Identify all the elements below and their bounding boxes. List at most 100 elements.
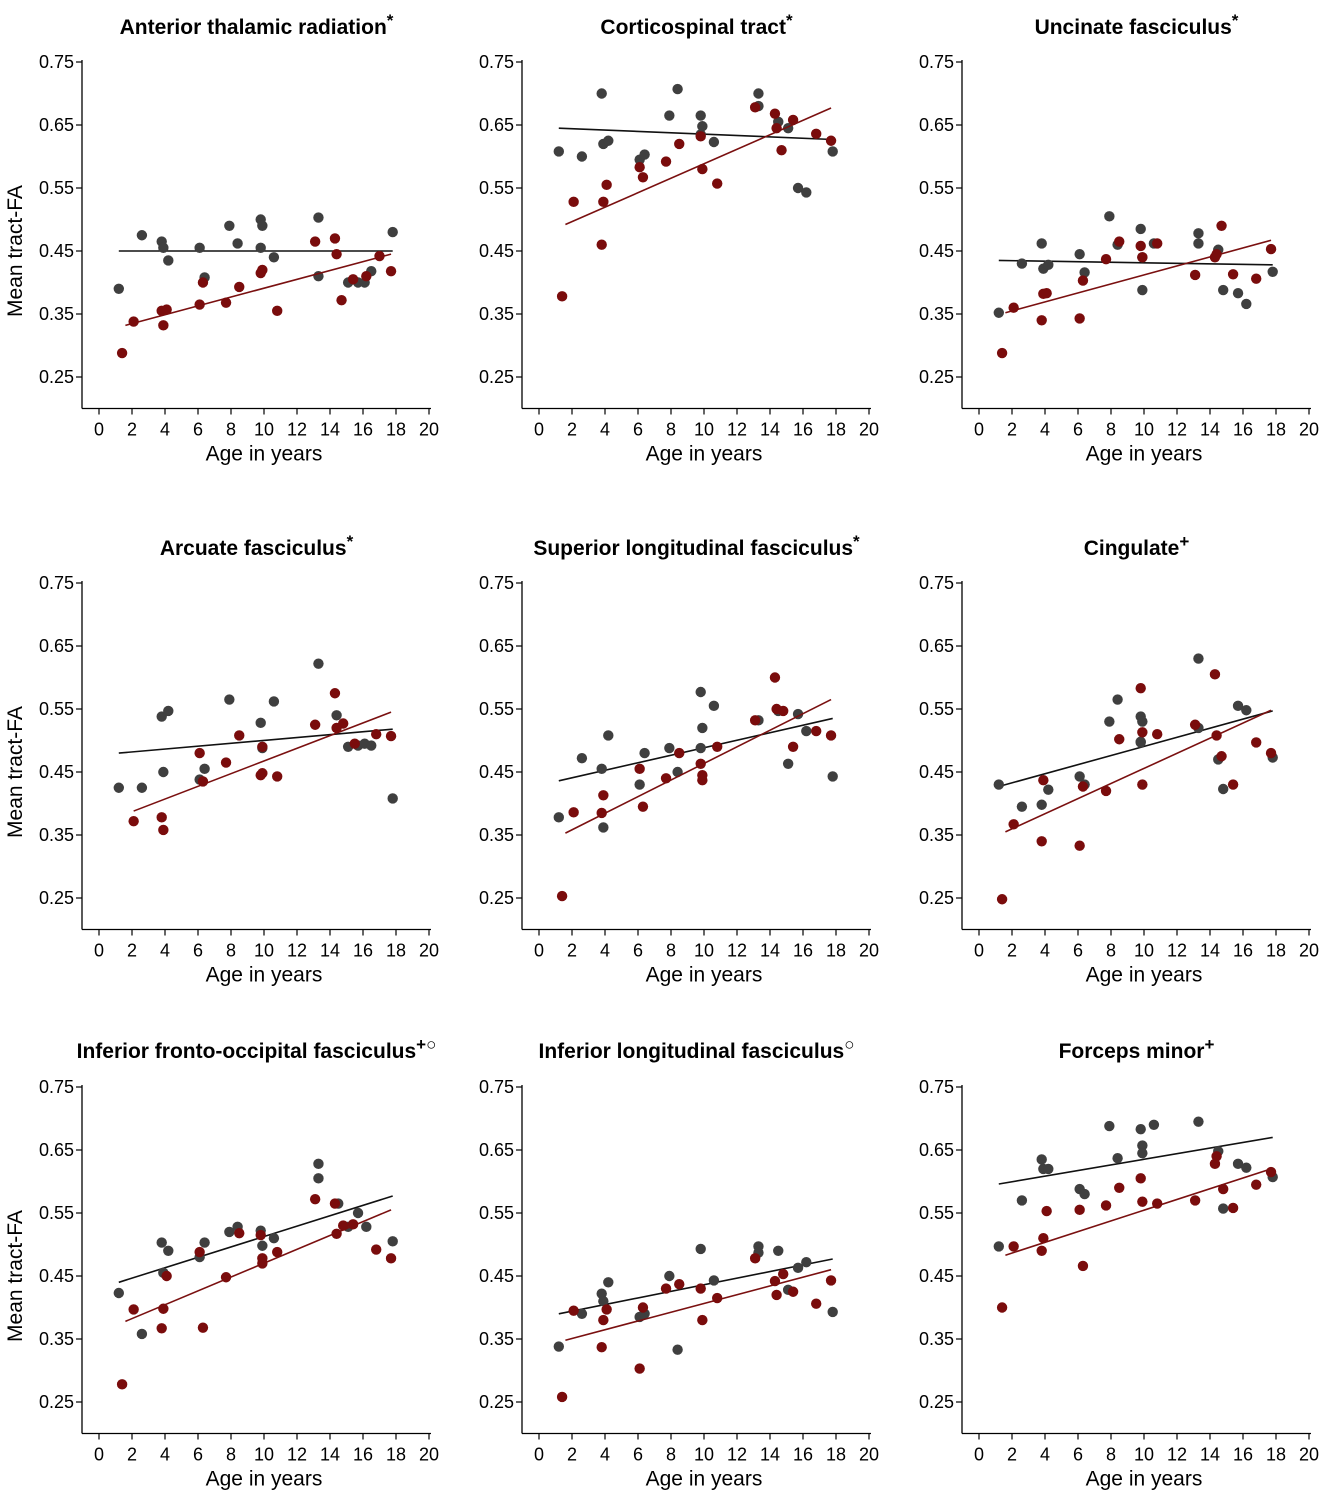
x-tick-label: 18 [1266, 1445, 1286, 1465]
data-point-group_a [753, 88, 764, 99]
data-point-group_b [338, 1220, 349, 1231]
x-tick-label: 2 [567, 1445, 577, 1465]
x-tick-label: 14 [760, 941, 780, 961]
data-point-group_b [1216, 751, 1227, 762]
data-point-group_b [695, 1283, 706, 1294]
x-tick-label: 4 [600, 1445, 610, 1465]
data-point-group_b [1137, 252, 1148, 263]
data-point-group_b [336, 294, 347, 306]
data-point-group_a [695, 110, 706, 121]
data-point-group_b [556, 1391, 568, 1403]
y-tick-label: 0.75 [919, 573, 954, 593]
y-tick-label: 0.65 [39, 115, 74, 135]
data-point-group_b [749, 1253, 761, 1264]
data-point-group_a [1104, 716, 1115, 727]
data-point-group_b [1211, 730, 1222, 741]
data-point-group_b [331, 248, 342, 260]
x-tick-label: 14 [760, 420, 780, 440]
data-point-group_a [708, 136, 720, 148]
data-point-group_b [697, 163, 708, 175]
data-point-group_b [556, 291, 568, 302]
data-point-group_a [1043, 259, 1054, 271]
data-point-group_a [827, 771, 838, 782]
data-point-group_b [1227, 779, 1239, 790]
data-point-group_b [1100, 253, 1112, 265]
x-tick-label: 4 [600, 420, 610, 440]
data-point-group_b [220, 1272, 232, 1283]
data-point-group_b [338, 718, 349, 729]
data-point-group_b [811, 725, 822, 737]
data-point-group_b [776, 145, 787, 156]
data-point-group_a [672, 83, 683, 95]
data-point-group_a [708, 1275, 720, 1286]
data-point-group_a [1218, 284, 1229, 296]
trend-line-group_b [1005, 1168, 1272, 1256]
y-tick-label: 0.35 [919, 304, 954, 324]
data-point-group_b [309, 1193, 321, 1205]
y-axis-label: Mean tract-FA [4, 706, 27, 838]
data-point-group_a [1218, 783, 1229, 795]
panel-title-text: Arcuate fasciculus [160, 537, 347, 560]
data-point-group_a [1232, 700, 1244, 712]
data-point-group_b [272, 1246, 283, 1258]
data-point-group_a [199, 1237, 210, 1248]
data-point-group_b [1008, 1241, 1019, 1252]
data-point-group_b [695, 131, 706, 142]
x-tick-label: 12 [727, 420, 747, 440]
data-point-group_b [1135, 240, 1146, 252]
data-point-group_a [1241, 298, 1252, 310]
data-point-group_b [197, 776, 209, 787]
data-point-group_a [792, 182, 804, 194]
data-point-group_a [603, 1277, 614, 1288]
data-point-group_b [568, 196, 579, 208]
x-tick-label: 20 [1299, 420, 1319, 440]
y-tick-label: 0.55 [39, 178, 74, 198]
data-point-group_a [993, 1241, 1004, 1252]
data-point-group_a [113, 283, 125, 294]
data-point-group_a [801, 187, 812, 198]
data-point-group_b [637, 1302, 649, 1313]
data-point-group_b [1135, 1173, 1146, 1184]
data-point-group_a [827, 146, 838, 157]
data-point-group_b [787, 1286, 799, 1297]
data-point-group_b [329, 1198, 341, 1209]
data-point-group_b [1114, 236, 1125, 247]
y-tick-label: 0.35 [919, 1329, 954, 1349]
data-point-group_a [792, 1262, 804, 1274]
data-point-group_b [1209, 669, 1221, 680]
y-tick-label: 0.45 [479, 241, 514, 261]
data-point-group_b [697, 774, 708, 786]
data-point-group_b [1137, 779, 1148, 790]
x-axis-label: Age in years [206, 443, 323, 466]
data-point-group_b [158, 824, 169, 836]
x-tick-label: 4 [1040, 1445, 1050, 1465]
data-point-group_a [695, 742, 706, 754]
y-tick-label: 0.55 [919, 178, 954, 198]
data-point-group_b [1036, 1245, 1047, 1257]
x-axis-label: Age in years [1086, 443, 1203, 466]
x-tick-label: 12 [727, 1445, 747, 1465]
data-point-group_b [309, 236, 321, 247]
y-tick-label: 0.65 [919, 115, 954, 135]
data-point-group_b [637, 801, 649, 812]
data-point-group_b [1077, 275, 1089, 286]
data-point-group_b [156, 812, 167, 823]
data-point-group_b [1077, 1260, 1089, 1272]
trend-line-group_a [998, 710, 1273, 788]
data-point-group_b [234, 281, 245, 293]
data-point-group_b [220, 297, 232, 308]
data-point-group_a [1137, 284, 1148, 296]
y-tick-label: 0.25 [479, 888, 514, 908]
data-point-group_b [634, 1363, 645, 1374]
y-tick-label: 0.65 [39, 636, 74, 656]
data-point-group_b [347, 274, 359, 285]
data-point-group_a [1043, 784, 1054, 795]
y-tick-label: 0.75 [479, 573, 514, 593]
data-point-group_b [220, 757, 232, 768]
y-tick-label: 0.65 [919, 636, 954, 656]
trend-line-group_b [1005, 239, 1272, 314]
data-point-group_b [568, 807, 579, 818]
data-point-group_b [634, 763, 645, 775]
y-tick-label: 0.75 [919, 52, 954, 72]
trend-line-group_b [125, 253, 392, 327]
